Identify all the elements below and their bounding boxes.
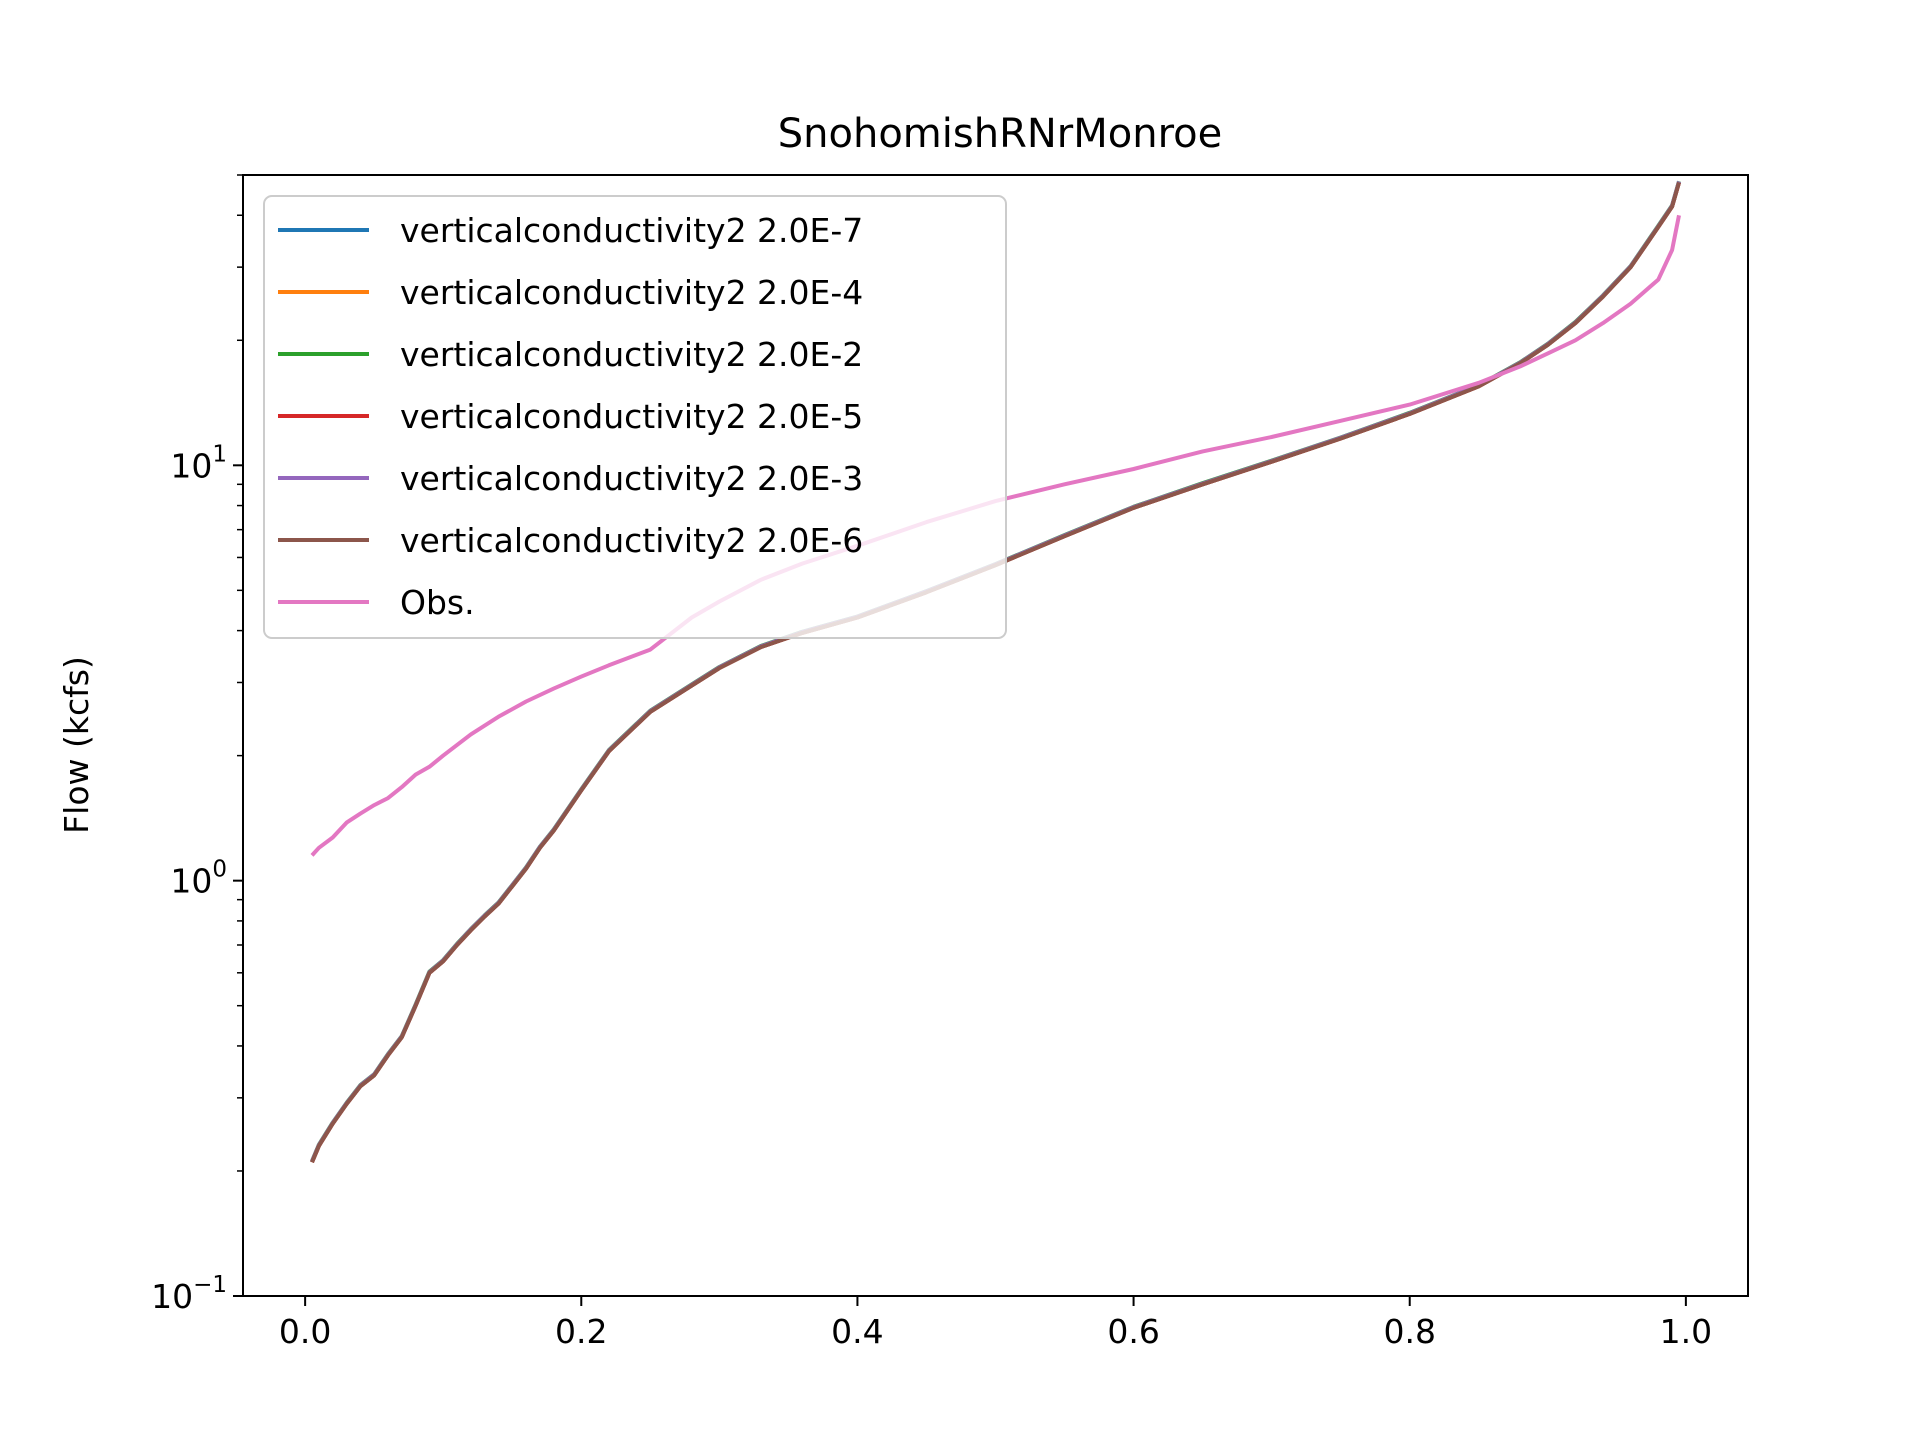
x-tick-label: 0.2 xyxy=(555,1312,607,1351)
legend: verticalconductivity2 2.0E-7 verticalcond… xyxy=(263,195,1007,639)
chart-title: SnohomishRNrMonroe xyxy=(778,111,1222,157)
legend-box xyxy=(263,195,1007,639)
legend-label: verticalconductivity2 2.0E-5 xyxy=(400,397,863,436)
x-tick-label: 0.8 xyxy=(1383,1312,1435,1351)
y-tick-label: 101 xyxy=(170,441,227,485)
x-tick-label: 0.4 xyxy=(831,1312,883,1351)
x-tick-label: 0.6 xyxy=(1107,1312,1159,1351)
legend-label: verticalconductivity2 2.0E-3 xyxy=(400,459,863,498)
y-tick-label: 100 xyxy=(170,857,227,901)
x-tick-label: 1.0 xyxy=(1660,1312,1712,1351)
legend-label: Obs. xyxy=(400,583,475,622)
legend-label: verticalconductivity2 2.0E-2 xyxy=(400,335,863,374)
axis-layer: 0.0 0.2 0.4 0.6 0.8 1.0 10−1 100 101 xyxy=(151,174,1712,1351)
legend-label: verticalconductivity2 2.0E-6 xyxy=(400,521,863,560)
plot-frame xyxy=(242,174,1749,1297)
y-tick-label: 10−1 xyxy=(151,1272,227,1316)
x-tick-label: 0.0 xyxy=(279,1312,331,1351)
y-axis-label: Flow (kcfs) xyxy=(57,656,96,834)
legend-label: verticalconductivity2 2.0E-4 xyxy=(400,273,863,312)
series-layer xyxy=(310,180,1681,1163)
legend-label: verticalconductivity2 2.0E-7 xyxy=(400,211,863,250)
